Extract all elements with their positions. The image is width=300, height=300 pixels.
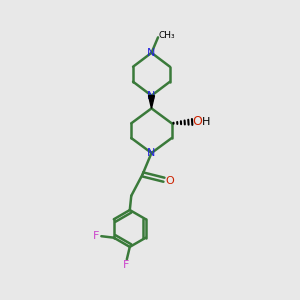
Text: O: O — [193, 115, 202, 128]
Polygon shape — [148, 96, 154, 108]
Text: CH₃: CH₃ — [158, 32, 175, 40]
Text: O: O — [166, 176, 174, 186]
Text: N: N — [147, 91, 156, 100]
Text: F: F — [93, 231, 99, 241]
Text: N: N — [147, 148, 156, 158]
Text: N: N — [147, 48, 156, 58]
Text: H: H — [202, 117, 211, 127]
Text: F: F — [123, 260, 129, 270]
